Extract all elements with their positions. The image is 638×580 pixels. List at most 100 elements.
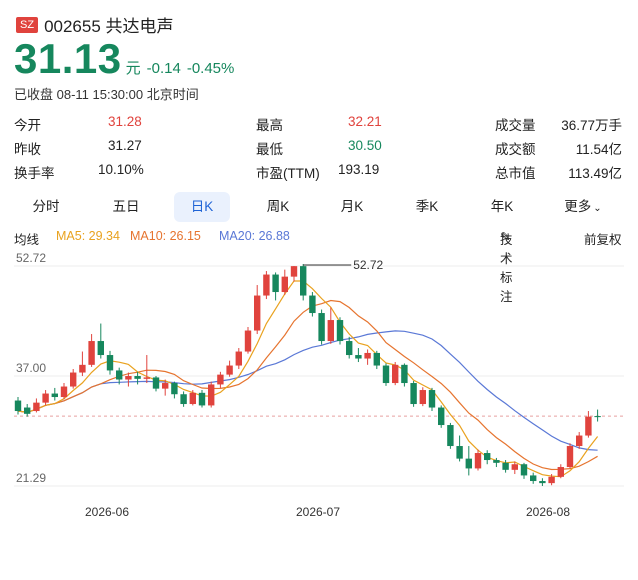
ma20-value: MA20: 26.88 xyxy=(219,229,290,243)
candle-body xyxy=(373,352,380,366)
candle-body xyxy=(14,400,22,412)
turnover-label: 换手率 xyxy=(14,166,55,181)
stats-row: 昨收 31.27 最低 30.50 成交额 11.54亿 xyxy=(14,134,626,158)
candle-body xyxy=(97,341,104,356)
candle-body xyxy=(520,464,528,476)
candle-body xyxy=(244,330,252,352)
candle-body xyxy=(355,355,362,359)
candle-body xyxy=(217,374,224,385)
high-value: 32.21 xyxy=(348,114,382,129)
chevron-down-icon: ⌄ xyxy=(593,203,602,214)
ma5-value: MA5: 29.34 xyxy=(56,229,120,243)
x-tick-label: 2026-07 xyxy=(296,505,340,519)
ma-legend: 均线 MA5: 29.34 MA10: 26.15 MA20: 26.88 ✎ … xyxy=(14,229,626,304)
price-change: -0.14 xyxy=(146,60,181,77)
price-unit: 元 xyxy=(125,60,141,77)
candle-body xyxy=(576,435,583,447)
candle-body xyxy=(419,390,426,405)
candle-body xyxy=(502,462,509,470)
candle-body xyxy=(290,266,298,277)
y-tick-label: 21.29 xyxy=(16,471,46,485)
candle-body xyxy=(382,365,390,384)
candle-body xyxy=(456,446,463,459)
candle-body xyxy=(585,416,592,436)
tab-intraday[interactable]: 分时 xyxy=(32,199,60,214)
turnover-value: 10.10% xyxy=(98,162,144,177)
tab-more-label: 更多 xyxy=(564,199,592,214)
tab-five-day[interactable]: 五日 xyxy=(112,199,140,214)
candle-body xyxy=(235,351,242,366)
prev-close-label: 昨收 xyxy=(14,142,41,157)
candle-body xyxy=(474,453,482,469)
candle-body xyxy=(70,372,77,387)
stock-header: SZ 002655 共达电声 xyxy=(16,12,174,37)
amount-value: 11.54亿 xyxy=(575,142,622,157)
candle-body xyxy=(539,481,546,484)
tab-weekly-k[interactable]: 周K xyxy=(266,199,290,214)
stats-row: 今开 31.28 最高 32.21 成交量 36.77万手 xyxy=(14,110,626,134)
ma20-line xyxy=(17,330,598,451)
candle-body xyxy=(198,392,206,406)
candle-body xyxy=(106,355,114,371)
candle-body xyxy=(493,460,500,463)
open-value: 31.28 xyxy=(108,114,142,129)
period-tabs: 分时 五日 日K 周K 月K 季K 年K 更多 ⌄ xyxy=(14,192,626,222)
kline-chart[interactable]: 52.72 37.00 21.29 52.72 2026-06 2026-07 2026-0… xyxy=(0,250,638,550)
stats-table: 今开 31.28 最高 32.21 成交量 36.77万手 昨收 31.27 最… xyxy=(14,110,626,182)
market-cap-value: 113.49亿 xyxy=(568,166,622,181)
candle-body xyxy=(42,393,49,403)
candle-body xyxy=(116,370,123,380)
tab-quarterly-k[interactable]: 季K xyxy=(415,199,439,214)
candle-body xyxy=(511,464,518,470)
candle-body xyxy=(263,274,270,296)
market-cap-label: 总市值 xyxy=(495,166,536,181)
tab-daily-k[interactable]: 日K xyxy=(174,192,230,222)
drawing-icon: ✎ xyxy=(500,230,511,244)
pe-value: 193.19 xyxy=(338,162,380,177)
candle-body xyxy=(410,383,417,405)
stock-title: 002655 共达电声 xyxy=(44,17,174,36)
candle-body xyxy=(272,274,279,293)
pe-label: 市盈(TTM) xyxy=(256,166,320,181)
stats-row: 换手率 10.10% 市盈(TTM) 193.19 总市值 113.49亿 xyxy=(14,158,626,182)
current-price: 31.13 xyxy=(14,35,122,82)
tech-annotation-label: 技术标注 xyxy=(500,233,513,304)
price-change-pct: -0.45% xyxy=(186,60,235,77)
candle-body xyxy=(548,476,555,484)
candle-body xyxy=(336,320,344,342)
candle-body xyxy=(134,376,141,379)
y-tick-label: 37.00 xyxy=(16,361,46,375)
price-row: 31.13 元 -0.14 -0.45% xyxy=(14,36,234,82)
candle-body xyxy=(557,467,564,477)
candle-body xyxy=(594,416,601,418)
tab-more[interactable]: 更多 ⌄ xyxy=(554,192,612,222)
adjust-mode-button[interactable]: 前复权 xyxy=(584,233,622,247)
candle-body xyxy=(447,425,454,447)
candle-body xyxy=(428,390,436,408)
ma5-line xyxy=(17,280,599,478)
volume-value: 36.77万手 xyxy=(561,118,622,133)
candle-body xyxy=(465,458,472,469)
x-tick-label: 2026-08 xyxy=(526,505,570,519)
candle-body xyxy=(300,266,307,296)
candle-body xyxy=(88,341,95,365)
candle-body xyxy=(180,394,187,405)
candle-body xyxy=(162,383,169,389)
candle-body xyxy=(346,341,353,356)
candle-body xyxy=(484,453,491,461)
x-tick-label: 2026-06 xyxy=(85,505,129,519)
candle-body xyxy=(125,376,132,380)
ma10-line xyxy=(17,299,598,471)
candle-body xyxy=(530,475,537,482)
ma10-value: MA10: 26.15 xyxy=(130,229,201,243)
candle-body xyxy=(60,386,68,398)
candle-body xyxy=(318,313,325,342)
amount-label: 成交额 xyxy=(495,142,536,157)
tab-monthly-k[interactable]: 月K xyxy=(340,199,364,214)
candle-body xyxy=(254,295,261,331)
candle-body xyxy=(51,393,58,398)
tab-yearly-k[interactable]: 年K xyxy=(490,199,514,214)
open-label: 今开 xyxy=(14,118,41,133)
candle-body xyxy=(24,407,31,414)
